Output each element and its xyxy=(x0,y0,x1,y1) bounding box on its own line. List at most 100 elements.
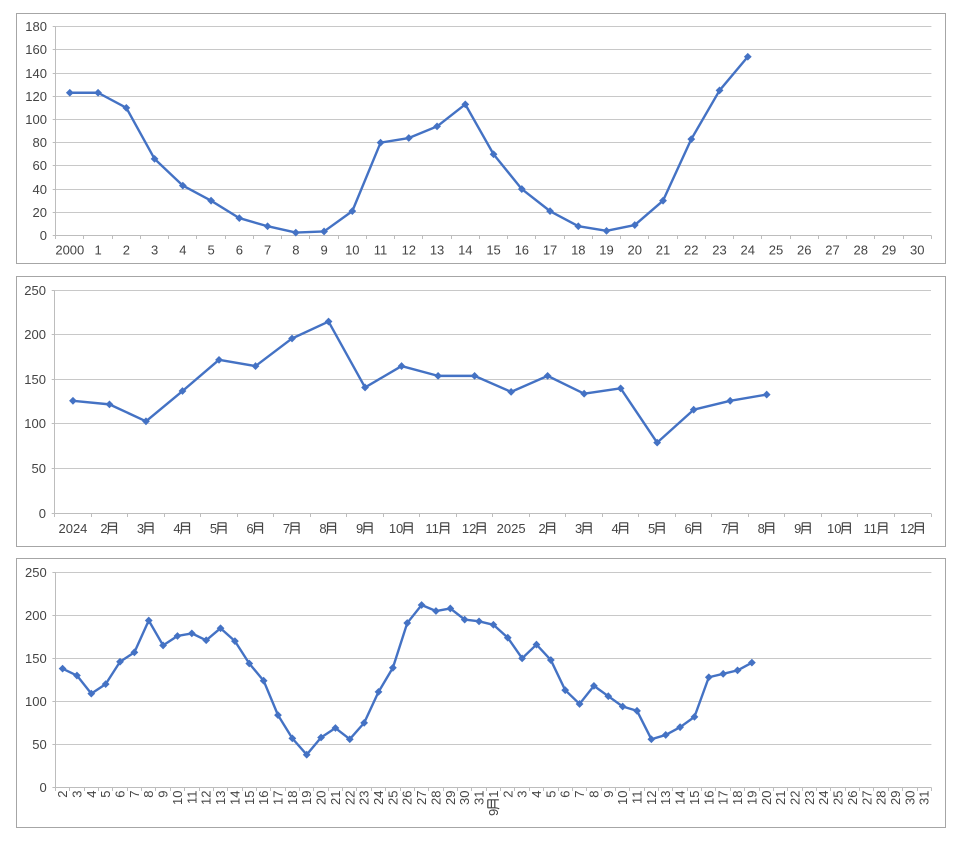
svg-text:100: 100 xyxy=(25,694,47,709)
svg-text:4: 4 xyxy=(173,521,180,536)
svg-text:11: 11 xyxy=(630,791,645,805)
svg-text:2: 2 xyxy=(500,791,515,798)
svg-text:25: 25 xyxy=(769,243,783,258)
svg-text:150: 150 xyxy=(25,651,47,666)
svg-text:0: 0 xyxy=(39,780,46,795)
svg-text:23: 23 xyxy=(802,791,817,805)
svg-text:0: 0 xyxy=(39,506,46,521)
svg-text:16: 16 xyxy=(256,791,271,805)
svg-text:19: 19 xyxy=(599,243,613,258)
svg-text:1: 1 xyxy=(486,790,501,797)
svg-text:19: 19 xyxy=(744,791,759,805)
svg-text:29: 29 xyxy=(443,791,458,805)
svg-text:7: 7 xyxy=(264,243,271,258)
svg-text:5: 5 xyxy=(648,521,655,536)
svg-text:23: 23 xyxy=(712,243,726,258)
svg-text:23: 23 xyxy=(357,791,372,805)
svg-text:18: 18 xyxy=(571,243,585,258)
svg-text:4: 4 xyxy=(84,791,99,798)
svg-text:29: 29 xyxy=(882,243,896,258)
svg-text:15: 15 xyxy=(486,243,500,258)
svg-text:24: 24 xyxy=(741,243,755,258)
svg-text:28: 28 xyxy=(874,791,889,805)
svg-text:8: 8 xyxy=(292,243,299,258)
svg-text:150: 150 xyxy=(24,372,46,387)
svg-text:15: 15 xyxy=(242,791,257,805)
svg-text:6: 6 xyxy=(113,791,128,798)
svg-text:160: 160 xyxy=(25,42,47,57)
svg-text:250: 250 xyxy=(25,565,47,580)
svg-text:6: 6 xyxy=(246,521,253,536)
svg-text:9: 9 xyxy=(356,521,363,536)
svg-text:26: 26 xyxy=(845,791,860,805)
svg-text:11: 11 xyxy=(864,521,878,536)
svg-text:4: 4 xyxy=(179,243,186,258)
svg-text:25: 25 xyxy=(831,791,846,805)
svg-text:7: 7 xyxy=(127,791,142,798)
svg-text:50: 50 xyxy=(32,461,46,476)
svg-text:4: 4 xyxy=(529,791,544,798)
svg-text:2024: 2024 xyxy=(58,521,87,536)
svg-text:7: 7 xyxy=(721,521,728,536)
svg-text:9: 9 xyxy=(794,521,801,536)
svg-text:3: 3 xyxy=(137,521,144,536)
svg-text:10: 10 xyxy=(345,243,359,258)
svg-text:27: 27 xyxy=(414,791,429,805)
svg-text:10: 10 xyxy=(389,521,403,536)
svg-text:60: 60 xyxy=(33,158,47,173)
svg-text:9: 9 xyxy=(320,243,327,258)
svg-text:5: 5 xyxy=(210,521,217,536)
svg-text:6: 6 xyxy=(558,791,573,798)
svg-text:3: 3 xyxy=(575,521,582,536)
svg-text:17: 17 xyxy=(270,791,285,805)
svg-text:27: 27 xyxy=(859,791,874,805)
svg-text:3: 3 xyxy=(515,791,530,798)
svg-text:21: 21 xyxy=(656,243,670,258)
svg-text:250: 250 xyxy=(24,283,46,298)
svg-text:21: 21 xyxy=(328,791,343,805)
svg-text:20: 20 xyxy=(33,205,47,220)
svg-text:1: 1 xyxy=(94,243,101,258)
svg-text:200: 200 xyxy=(25,608,47,623)
svg-text:18: 18 xyxy=(730,791,745,805)
svg-text:28: 28 xyxy=(428,791,443,805)
svg-text:40: 40 xyxy=(33,182,47,197)
svg-text:8: 8 xyxy=(586,791,601,798)
svg-text:2: 2 xyxy=(55,791,70,798)
svg-text:17: 17 xyxy=(716,791,731,805)
svg-text:31: 31 xyxy=(917,791,932,805)
svg-text:140: 140 xyxy=(25,66,47,81)
svg-text:22: 22 xyxy=(342,791,357,805)
svg-text:3: 3 xyxy=(69,791,84,798)
svg-text:2: 2 xyxy=(123,243,130,258)
svg-text:16: 16 xyxy=(515,243,529,258)
svg-text:9: 9 xyxy=(601,791,616,798)
svg-text:12: 12 xyxy=(462,521,476,536)
svg-text:9: 9 xyxy=(486,809,501,816)
svg-text:11: 11 xyxy=(425,521,439,536)
svg-text:100: 100 xyxy=(24,416,46,431)
svg-text:14: 14 xyxy=(227,791,242,805)
svg-text:15: 15 xyxy=(687,791,702,805)
svg-text:0: 0 xyxy=(40,228,47,243)
svg-text:8: 8 xyxy=(319,521,326,536)
svg-text:11: 11 xyxy=(184,791,199,805)
svg-text:2000: 2000 xyxy=(55,243,84,258)
svg-text:13: 13 xyxy=(430,243,444,258)
svg-text:6: 6 xyxy=(685,521,692,536)
svg-text:12: 12 xyxy=(199,791,214,805)
svg-text:13: 13 xyxy=(658,791,673,805)
svg-text:7: 7 xyxy=(572,791,587,798)
svg-text:24: 24 xyxy=(371,791,386,805)
svg-text:13: 13 xyxy=(213,791,228,805)
svg-text:30: 30 xyxy=(902,791,917,805)
svg-text:20: 20 xyxy=(628,243,642,258)
svg-text:24: 24 xyxy=(816,791,831,805)
svg-text:6: 6 xyxy=(236,243,243,258)
svg-text:22: 22 xyxy=(684,243,698,258)
svg-text:50: 50 xyxy=(32,737,46,752)
svg-text:200: 200 xyxy=(24,327,46,342)
svg-text:2025: 2025 xyxy=(497,521,526,536)
svg-text:11: 11 xyxy=(374,243,388,258)
svg-text:2: 2 xyxy=(100,521,107,536)
